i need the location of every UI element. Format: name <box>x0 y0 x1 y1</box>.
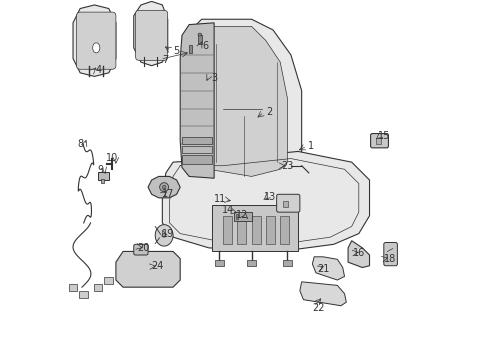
Bar <box>251 216 260 244</box>
Bar <box>223 216 231 244</box>
Ellipse shape <box>198 33 201 36</box>
Text: 13: 13 <box>264 192 276 202</box>
Bar <box>247 260 255 266</box>
Bar <box>101 179 103 183</box>
Text: 9: 9 <box>97 165 103 175</box>
Polygon shape <box>73 5 116 76</box>
Ellipse shape <box>162 234 165 237</box>
Bar <box>80 292 88 298</box>
FancyBboxPatch shape <box>370 134 387 148</box>
FancyBboxPatch shape <box>77 12 116 69</box>
Bar <box>265 216 274 244</box>
Polygon shape <box>299 282 346 306</box>
Polygon shape <box>347 241 369 267</box>
FancyBboxPatch shape <box>383 243 397 266</box>
Text: 19: 19 <box>161 229 173 239</box>
Polygon shape <box>134 1 167 66</box>
Bar <box>182 155 212 164</box>
Polygon shape <box>194 26 287 176</box>
Text: 11: 11 <box>214 194 226 204</box>
Bar <box>182 146 212 153</box>
Text: 17: 17 <box>161 189 174 199</box>
Polygon shape <box>116 251 180 287</box>
Text: 22: 22 <box>312 302 325 312</box>
Bar <box>69 284 77 291</box>
Polygon shape <box>312 257 344 280</box>
Bar <box>98 172 108 180</box>
Text: 21: 21 <box>317 264 329 274</box>
Text: 15: 15 <box>377 131 389 141</box>
Bar <box>182 137 212 144</box>
Text: 4: 4 <box>96 65 102 75</box>
Polygon shape <box>162 152 369 251</box>
FancyBboxPatch shape <box>276 194 299 212</box>
Text: 10: 10 <box>106 153 118 163</box>
FancyBboxPatch shape <box>134 244 148 255</box>
Text: 3: 3 <box>211 73 217 83</box>
Text: 18: 18 <box>383 253 395 264</box>
Bar <box>94 284 102 291</box>
Text: 1: 1 <box>307 141 313 151</box>
Polygon shape <box>180 23 214 178</box>
Text: 12: 12 <box>235 210 248 220</box>
Bar <box>283 260 291 266</box>
Text: 8: 8 <box>78 139 84 149</box>
Bar <box>237 216 246 244</box>
Polygon shape <box>183 19 301 187</box>
Text: 20: 20 <box>137 243 150 253</box>
Text: 16: 16 <box>352 248 364 257</box>
Polygon shape <box>155 225 173 246</box>
Bar <box>198 35 201 44</box>
Bar <box>283 202 288 207</box>
Bar <box>189 45 192 53</box>
Ellipse shape <box>160 183 168 192</box>
FancyBboxPatch shape <box>135 10 167 60</box>
Text: 7: 7 <box>162 55 168 65</box>
Bar <box>104 277 113 284</box>
Bar <box>233 212 251 221</box>
Bar <box>375 138 381 144</box>
Bar <box>235 214 238 219</box>
Bar <box>215 260 224 266</box>
Polygon shape <box>148 176 180 198</box>
Ellipse shape <box>162 185 165 189</box>
Text: 23: 23 <box>281 161 293 171</box>
Text: 5: 5 <box>173 46 180 56</box>
Ellipse shape <box>93 43 100 53</box>
Text: 24: 24 <box>150 261 163 271</box>
Bar <box>280 216 288 244</box>
Text: 2: 2 <box>266 107 272 117</box>
Polygon shape <box>212 205 298 251</box>
Text: 6: 6 <box>202 41 208 51</box>
Text: 14: 14 <box>222 205 234 215</box>
